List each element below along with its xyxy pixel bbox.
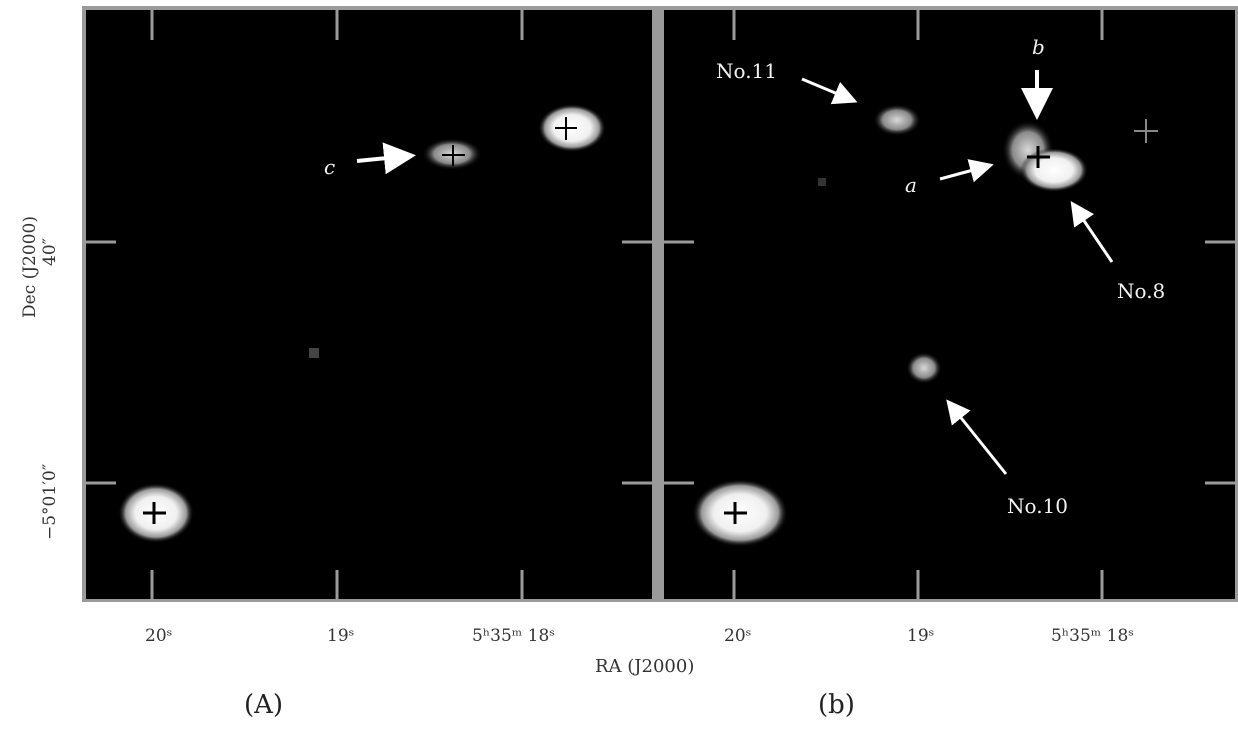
x-tick-20s-b: 20ˢ bbox=[724, 626, 752, 646]
cross-marker-icon bbox=[555, 117, 577, 140]
source-no8 bbox=[1020, 148, 1088, 192]
y-axis-title: Dec (J2000) bbox=[20, 216, 40, 318]
faint-source bbox=[309, 348, 319, 358]
cross-marker-icon bbox=[1134, 119, 1158, 143]
x-tick-19s-b: 19ˢ bbox=[907, 626, 935, 646]
annotation-no10: No.10 bbox=[1007, 494, 1068, 518]
x-axis-title: RA (J2000) bbox=[595, 656, 695, 677]
annotation-no11: No.11 bbox=[716, 59, 777, 83]
panel-a-label: (A) bbox=[244, 690, 284, 720]
x-tick-20s-a: 20ˢ bbox=[145, 626, 173, 646]
annotation-b: b bbox=[1032, 35, 1045, 59]
y-tick-minus5-01-0: −5°01′0″ bbox=[40, 463, 60, 540]
panel-a-ticks bbox=[86, 10, 652, 599]
cross-marker-icon bbox=[724, 502, 747, 524]
arrow-no8-icon bbox=[1070, 201, 1114, 263]
panel-b-ticks bbox=[664, 10, 1235, 599]
annotation-a: a bbox=[905, 173, 917, 197]
panel-b: No.11 b a No.8 No.10 bbox=[664, 10, 1235, 599]
panel-b-label: (b) bbox=[818, 690, 855, 720]
arrow-no10-icon bbox=[946, 399, 1008, 475]
cross-marker-icon bbox=[1027, 146, 1050, 168]
x-tick-5h35m18s-b: 5ʰ35ᵐ 18ˢ bbox=[1051, 626, 1134, 646]
arrow-no11-icon bbox=[801, 77, 858, 105]
source-no10 bbox=[906, 352, 942, 384]
arrow-a-icon bbox=[939, 159, 994, 183]
cross-marker-icon bbox=[143, 502, 166, 524]
annotation-no8: No.8 bbox=[1117, 279, 1165, 303]
panel-a: c bbox=[86, 10, 652, 599]
cross-marker-icon bbox=[442, 145, 465, 166]
source-no11 bbox=[873, 104, 921, 136]
x-tick-5h35m18s-a: 5ʰ35ᵐ 18ˢ bbox=[472, 626, 555, 646]
arrow-c-icon bbox=[356, 142, 416, 175]
faint-source bbox=[818, 178, 826, 186]
annotation-c: c bbox=[324, 155, 335, 179]
x-tick-19s-a: 19ˢ bbox=[327, 626, 355, 646]
y-tick-40: 40″ bbox=[40, 238, 60, 266]
